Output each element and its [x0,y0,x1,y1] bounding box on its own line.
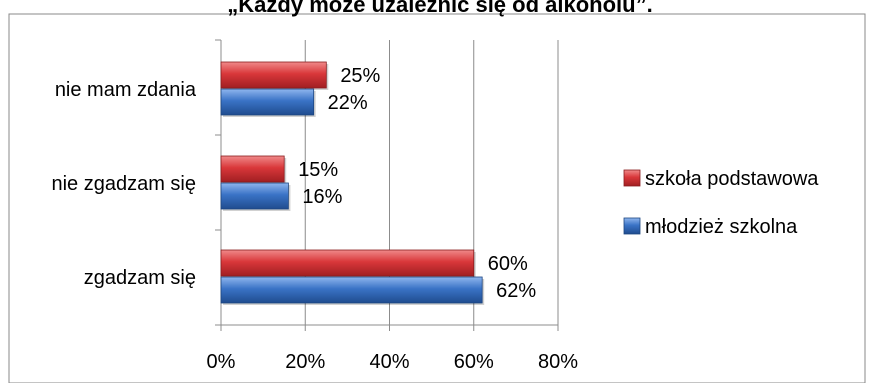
bar [220,276,483,304]
data-label: 16% [302,186,342,208]
category-label: zgadzam się [84,267,196,289]
bar [220,182,289,210]
data-label: 22% [328,92,368,114]
bar [220,155,285,183]
legend-label: młodzież szkolna [645,216,798,238]
data-label: 25% [340,65,380,87]
chart-frame [8,13,866,383]
data-label: 15% [298,159,338,181]
x-tick-label: 20% [285,351,325,373]
legend-swatch [623,217,641,235]
legend-swatch [623,169,641,187]
category-label: nie mam zdania [55,79,197,101]
x-tick-label: 80% [538,351,578,373]
data-label: 60% [488,253,528,275]
legend-label: szkoła podstawowa [645,168,819,190]
chart-title: „Każdy może uzależnić się od alkoholu”. [227,0,652,17]
bar [220,61,327,89]
category-label: nie zgadzam się [51,173,196,195]
x-tick-label: 40% [369,351,409,373]
bar [220,249,475,277]
x-tick-label: 60% [454,351,494,373]
x-tick-label: 0% [207,351,236,373]
data-label: 62% [496,280,536,302]
bar [220,88,315,116]
